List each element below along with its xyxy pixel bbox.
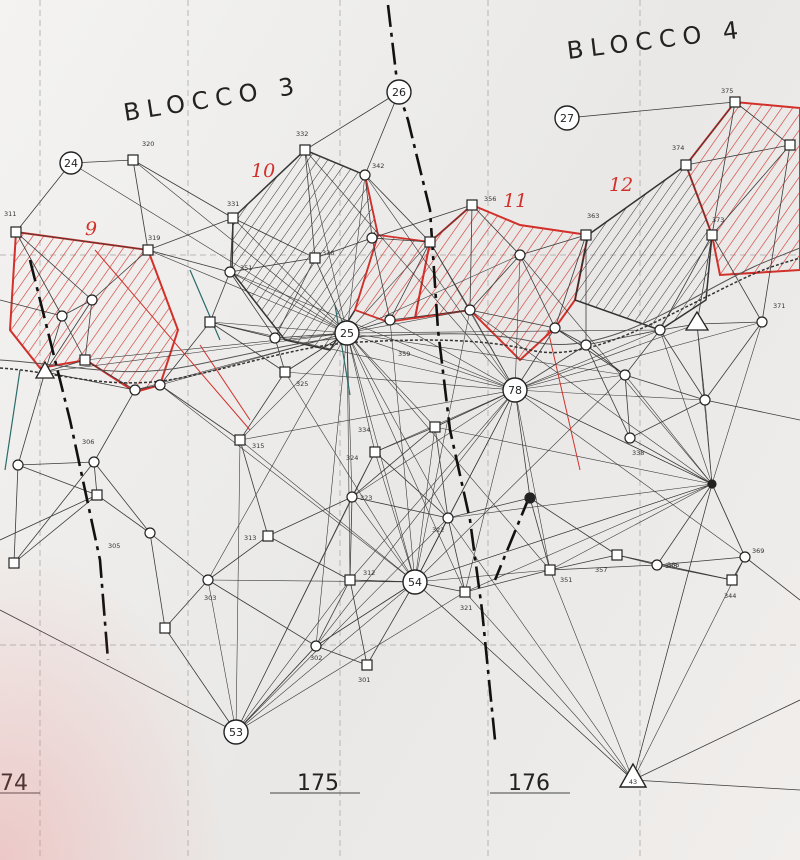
station-number-label: 342 bbox=[372, 162, 384, 170]
main-station-54-label: 54 bbox=[408, 576, 422, 589]
station-number-label: 365 bbox=[665, 562, 677, 570]
milepost-176: 176 bbox=[508, 771, 550, 796]
hatched-area-12 bbox=[574, 100, 800, 331]
block-title-3: BLOCCO 3 bbox=[122, 71, 303, 127]
station-number-label: 312 bbox=[363, 569, 375, 577]
main-station-78-label: 78 bbox=[508, 384, 522, 397]
station-number-label: 375 bbox=[721, 87, 733, 95]
station-number-label: 302 bbox=[310, 654, 322, 662]
route-lines bbox=[0, 247, 800, 384]
station-number-label: 334 bbox=[358, 426, 370, 434]
station-number-label: 336 bbox=[322, 249, 334, 257]
circle-stations bbox=[12, 169, 768, 652]
station-number-label: 313 bbox=[244, 534, 256, 542]
triangle-station-marker bbox=[34, 310, 710, 379]
station-number-label: 301 bbox=[358, 676, 370, 684]
station-number-label: 369 bbox=[752, 547, 764, 555]
red-traces bbox=[94, 249, 581, 471]
teal-traces bbox=[4, 269, 351, 471]
main-station-24: 24 bbox=[59, 151, 83, 175]
station-number-label: 325 bbox=[296, 380, 308, 388]
station-number-label: 303 bbox=[204, 594, 216, 602]
station-number-labels: 311 320 332 342 356 375 374 319 331 351 363 373 336 3… bbox=[4, 87, 785, 684]
station-number-label: 338 bbox=[632, 449, 644, 457]
station-number-label: 332 bbox=[296, 130, 308, 138]
milepost-74: 74 bbox=[0, 771, 28, 796]
station-number-label: 351 bbox=[240, 264, 252, 272]
station-number-label: 359 bbox=[398, 350, 410, 358]
square-stations bbox=[8, 96, 796, 671]
hatched-area-11 bbox=[413, 203, 590, 362]
main-station-78: 78 bbox=[502, 377, 528, 403]
main-station-54: 54 bbox=[402, 569, 428, 595]
station-number-label: 320 bbox=[142, 140, 154, 148]
triangle-station-43: 43 bbox=[618, 762, 648, 788]
station-number-label: 319 bbox=[148, 234, 160, 242]
triangle-station-43-label: 43 bbox=[629, 778, 637, 786]
main-station-27-label: 27 bbox=[560, 112, 574, 125]
station-number-label: 323 bbox=[360, 494, 372, 502]
station-number-label: 356 bbox=[484, 195, 496, 203]
station-number-label: 357 bbox=[595, 566, 607, 574]
station-number-label: 315 bbox=[252, 442, 264, 450]
milepost-175: 175 bbox=[297, 771, 339, 796]
station-number-label: 363 bbox=[587, 212, 599, 220]
hatched-area-9 bbox=[8, 230, 180, 394]
main-station-26: 26 bbox=[386, 79, 412, 105]
station-number-label: 374 bbox=[672, 144, 684, 152]
area-number-11: 11 bbox=[503, 190, 527, 212]
station-number-label: 311 bbox=[4, 210, 16, 218]
main-station-25-label: 25 bbox=[340, 327, 354, 340]
station-number-label: 344 bbox=[724, 592, 736, 600]
station-number-label: 331 bbox=[227, 200, 239, 208]
main-station-24-label: 24 bbox=[64, 157, 78, 170]
station-number-label: 373 bbox=[712, 216, 724, 224]
main-station-27: 27 bbox=[554, 105, 580, 131]
triangulation-lines bbox=[0, 91, 800, 791]
station-number-label: 322 bbox=[432, 526, 444, 534]
area-number-9: 9 bbox=[85, 218, 97, 240]
station-number-label: 366 bbox=[667, 561, 679, 569]
main-station-25: 25 bbox=[334, 320, 360, 346]
station-number-label: 324 bbox=[346, 454, 358, 462]
area-number-12: 12 bbox=[609, 174, 633, 196]
station-number-label: 371 bbox=[773, 302, 785, 310]
block-title-4: BLOCCO 4 bbox=[565, 15, 746, 65]
station-number-label: 321 bbox=[460, 604, 472, 612]
main-station-53-label: 53 bbox=[229, 726, 243, 739]
station-number-label: 306 bbox=[82, 438, 94, 446]
main-station-53: 53 bbox=[223, 719, 249, 745]
station-number-label: 351 bbox=[560, 576, 572, 584]
station-number-label: 305 bbox=[108, 542, 120, 550]
main-station-26-label: 26 bbox=[392, 86, 406, 99]
area-number-10: 10 bbox=[251, 160, 275, 182]
